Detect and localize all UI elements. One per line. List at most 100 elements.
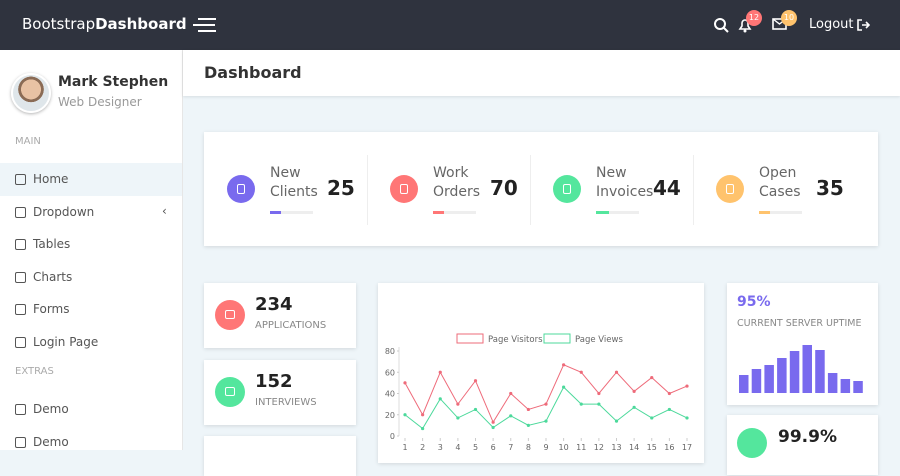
card-label: INTERVIEWS	[255, 397, 317, 408]
sidebar: Mark Stephen Web Designer MAIN Home Dropdo…	[0, 50, 183, 450]
info-card	[204, 436, 356, 476]
legend-swatch	[543, 333, 571, 344]
x-tick-label: 8	[526, 443, 531, 450]
x-tick-label: 11	[576, 443, 586, 450]
nav-label: Tables	[33, 237, 71, 251]
bell-icon[interactable]	[737, 16, 753, 34]
data-point	[597, 391, 601, 396]
nav-item[interactable]: Demo	[0, 393, 182, 426]
card-value: 234	[255, 294, 293, 315]
stat-value: 44	[653, 176, 681, 200]
message-badge: 10	[781, 10, 797, 26]
y-tick-label: 20	[385, 411, 395, 420]
uptime-card-2: 99.9%	[727, 415, 878, 475]
data-point	[614, 419, 619, 423]
nav-label: Forms	[33, 302, 70, 316]
data-point	[685, 384, 689, 388]
brand-bold: Dashboard	[95, 15, 187, 33]
brand[interactable]: BootstrapDashboard	[22, 15, 187, 33]
card-icon	[215, 300, 245, 330]
count-card: 152 INTERVIEWS	[204, 360, 356, 425]
data-point	[632, 389, 636, 393]
stat-value: 25	[327, 176, 355, 200]
nav-item[interactable]: Tables	[0, 228, 182, 261]
data-point	[650, 375, 654, 380]
nav-item[interactable]: Home	[0, 163, 182, 196]
page-title: Dashboard	[204, 63, 302, 82]
logout-link[interactable]: Logout	[809, 17, 854, 32]
search-icon[interactable]	[712, 16, 730, 34]
nav-label: Charts	[33, 269, 73, 284]
nav-item[interactable]: Demo	[0, 426, 182, 459]
user-name: Mark Stephen	[58, 74, 169, 90]
progress-track	[270, 211, 313, 214]
notification-badge: 12	[746, 10, 762, 26]
progress-track	[759, 211, 802, 214]
data-point	[456, 416, 460, 420]
data-point	[491, 425, 495, 430]
x-tick-label: 1	[402, 443, 407, 450]
section-heading: EXTRAS	[15, 366, 54, 377]
nav-item[interactable]: Dropdown ‹	[0, 196, 182, 229]
logout-icon[interactable]	[856, 18, 870, 32]
x-tick-label: 7	[508, 443, 513, 450]
x-tick-label: 16	[664, 443, 674, 450]
data-point	[421, 426, 425, 431]
stat-icon	[716, 175, 744, 203]
data-point	[685, 416, 689, 420]
uptime-value: 95%	[737, 294, 771, 310]
nav-icon	[15, 336, 26, 348]
legend-label: Page Visitors	[488, 335, 543, 345]
nav-item[interactable]: Forms	[0, 293, 182, 326]
avatar	[11, 73, 51, 113]
uptime2-icon	[737, 428, 767, 458]
x-tick-label: 14	[629, 443, 639, 450]
data-point	[579, 370, 583, 374]
legend-swatch	[456, 333, 484, 344]
data-point	[614, 370, 619, 374]
x-tick-label: 10	[559, 443, 569, 450]
data-point	[667, 391, 671, 396]
stat-label: New Invoices	[596, 165, 654, 200]
data-point	[632, 405, 636, 409]
brand-regular: Bootstrap	[22, 15, 96, 33]
separator	[530, 155, 531, 225]
page-header: Dashboard	[183, 50, 900, 96]
data-point	[438, 370, 442, 374]
y-tick-label: 60	[385, 368, 395, 377]
uptime-bar	[777, 358, 787, 393]
stat-label: Work Orders	[433, 165, 481, 200]
icon-glyph	[237, 184, 245, 194]
icon-glyph	[400, 184, 408, 194]
nav-label: Dropdown	[33, 204, 95, 219]
nav-label: Login Page	[33, 334, 99, 349]
count-card: 234 APPLICATIONS	[204, 283, 356, 348]
nav-icon	[15, 304, 26, 315]
stat-value: 35	[816, 176, 844, 200]
data-point	[509, 391, 513, 396]
x-tick-label: 3	[438, 443, 443, 450]
menu-toggle[interactable]	[190, 15, 220, 35]
icon-glyph	[563, 184, 571, 194]
x-tick-label: 12	[594, 443, 604, 450]
nav-label: Home	[33, 172, 69, 186]
card-icon	[215, 377, 245, 407]
nav-item[interactable]: Login Page	[0, 326, 182, 359]
y-tick-label: 80	[385, 347, 395, 356]
uptime-bar	[840, 379, 851, 393]
x-tick-label: 15	[647, 443, 657, 450]
uptime-bar	[853, 381, 863, 393]
uptime-bar	[739, 375, 749, 393]
progress-track	[433, 211, 476, 214]
progress-track	[596, 211, 639, 214]
nav-icon	[15, 436, 26, 448]
data-point	[667, 407, 671, 412]
nav-item[interactable]: Charts	[0, 261, 182, 294]
data-point	[562, 363, 566, 367]
x-tick-label: 17	[682, 443, 692, 450]
nav-icon	[15, 206, 26, 218]
uptime-bar	[764, 365, 774, 393]
stat-label: New Clients	[270, 165, 318, 200]
